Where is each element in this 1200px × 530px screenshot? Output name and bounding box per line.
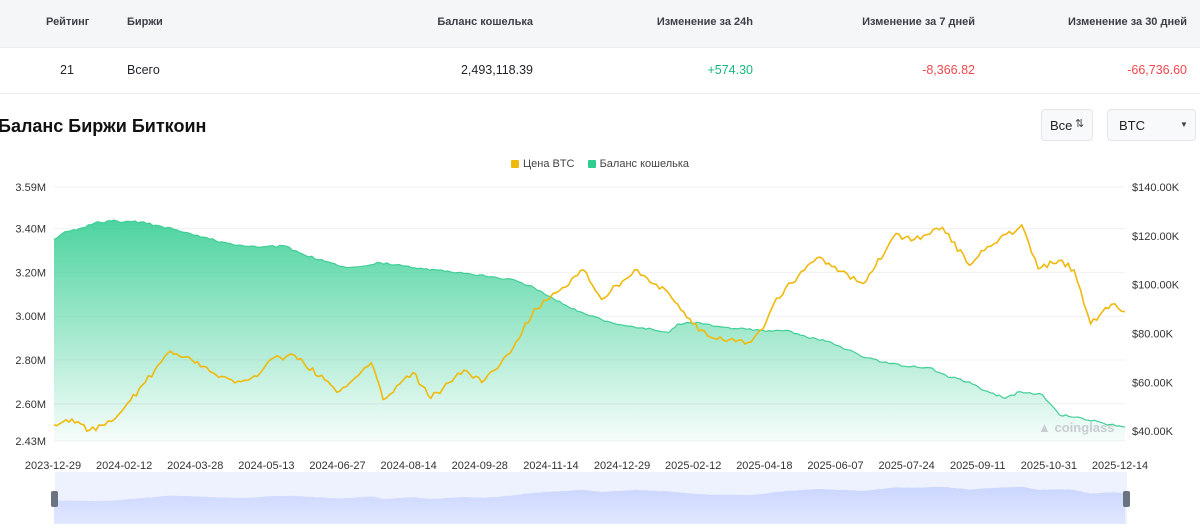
table-row[interactable]: 21 Всего 2,493,118.39 +574.30 -8,366.82 … xyxy=(0,48,1200,94)
watermark-text: coinglass xyxy=(1054,420,1115,435)
y-left-tick-label: 2.80M xyxy=(15,355,46,367)
y-right-tick-label: $40.00K xyxy=(1132,426,1174,438)
y-right-tick-label: $60.00K xyxy=(1132,377,1174,389)
balance-line xyxy=(53,219,1126,428)
legend-item-price[interactable]: Цена BTC xyxy=(511,158,575,170)
y-left-tick-label: 3.20M xyxy=(15,267,46,279)
y-left-tick-label: 3.59M xyxy=(15,182,46,194)
row-change-30d: -66,736.60 xyxy=(1127,63,1187,77)
range-select[interactable]: Все ⇅ xyxy=(1041,109,1093,141)
coin-select[interactable]: BTC ▼ xyxy=(1107,109,1196,141)
x-tick-label: 2024-05-13 xyxy=(238,460,294,472)
y-axis-right: $140.00K $120.00K $100.00K $80.00K $60.00K $4… xyxy=(1132,182,1180,438)
y-left-tick-label: 2.60M xyxy=(15,399,46,411)
row-change-7d: -8,366.82 xyxy=(922,63,975,77)
x-tick-label: 2024-12-29 xyxy=(594,460,650,472)
y-left-tick-label: 3.40M xyxy=(15,224,46,236)
x-tick-label: 2024-11-14 xyxy=(523,460,578,472)
header-rank[interactable]: Рейтинг xyxy=(46,16,90,28)
y-right-tick-label: $120.00K xyxy=(1132,231,1180,243)
balance-area xyxy=(54,220,1125,441)
header-change-7d[interactable]: Изменение за 7 дней xyxy=(862,16,975,28)
y-left-tick-label: 3.00M xyxy=(15,311,46,323)
x-tick-label: 2025-07-24 xyxy=(878,460,934,472)
x-tick-label: 2025-09-11 xyxy=(950,460,1005,472)
x-tick-label: 2024-02-12 xyxy=(96,460,152,472)
legend-label-balance: Баланс кошелька xyxy=(599,158,690,170)
slider-handle-right[interactable] xyxy=(1123,491,1130,507)
x-tick-label: 2025-12-14 xyxy=(1092,460,1148,472)
chart-legend: Цена BTC Баланс кошелька xyxy=(511,158,699,170)
y-right-tick-label: $140.00K xyxy=(1132,182,1180,194)
row-change-24h: +574.30 xyxy=(707,63,753,77)
x-tick-label: 2025-02-12 xyxy=(665,460,721,472)
legend-item-balance[interactable]: Баланс кошелька xyxy=(587,158,690,170)
y-right-tick-label: $100.00K xyxy=(1132,280,1180,292)
legend-label-price: Цена BTC xyxy=(523,158,575,170)
x-tick-label: 2025-10-31 xyxy=(1021,460,1077,472)
range-slider[interactable] xyxy=(51,472,1130,524)
header-balance[interactable]: Баланс кошелька xyxy=(437,16,533,28)
legend-swatch-price xyxy=(511,160,519,168)
exchange-balance-chart[interactable]: 3.59M 3.40M 3.20M 3.00M 2.80M 2.60M 2.43M $140… xyxy=(0,175,1200,530)
caret-down-icon: ▼ xyxy=(1180,120,1188,129)
x-tick-label: 2024-08-14 xyxy=(381,460,437,472)
x-tick-label: 2024-06-27 xyxy=(309,460,365,472)
y-left-tick-label: 2.43M xyxy=(15,436,46,448)
table-header: Рейтинг Биржи Баланс кошелька Изменение … xyxy=(0,0,1200,48)
coin-select-label: BTC xyxy=(1119,118,1145,133)
up-down-chevron-icon: ⇅ xyxy=(1075,118,1085,130)
legend-swatch-balance xyxy=(587,160,596,168)
range-select-label: Все xyxy=(1050,118,1073,133)
section-title: Баланс Биржи Биткоин xyxy=(0,116,207,136)
x-tick-label: 2024-09-28 xyxy=(452,460,508,472)
slider-preview-area xyxy=(54,486,1125,524)
row-balance: 2,493,118.39 xyxy=(460,63,533,77)
row-exchange: Всего xyxy=(127,63,160,77)
header-exchange[interactable]: Биржи xyxy=(127,16,163,28)
x-tick-label: 2025-06-07 xyxy=(807,460,863,472)
price-line xyxy=(53,223,1126,433)
header-change-24h[interactable]: Изменение за 24h xyxy=(656,16,753,28)
x-tick-label: 2024-03-28 xyxy=(167,460,223,472)
watermark: ▲ coinglass xyxy=(1038,420,1115,435)
y-right-tick-label: $80.00K xyxy=(1132,329,1174,341)
x-tick-label: 2023-12-29 xyxy=(25,460,81,472)
row-rank: 21 xyxy=(60,63,74,77)
x-axis: 2023-12-29 2024-02-12 2024-03-28 2024-05-13… xyxy=(25,460,1148,472)
x-tick-label: 2025-04-18 xyxy=(736,460,792,472)
header-change-30d[interactable]: Изменение за 30 дней xyxy=(1068,16,1187,28)
y-axis-left: 3.59M 3.40M 3.20M 3.00M 2.80M 2.60M 2.43M xyxy=(15,182,46,448)
slider-handle-left[interactable] xyxy=(51,491,58,507)
